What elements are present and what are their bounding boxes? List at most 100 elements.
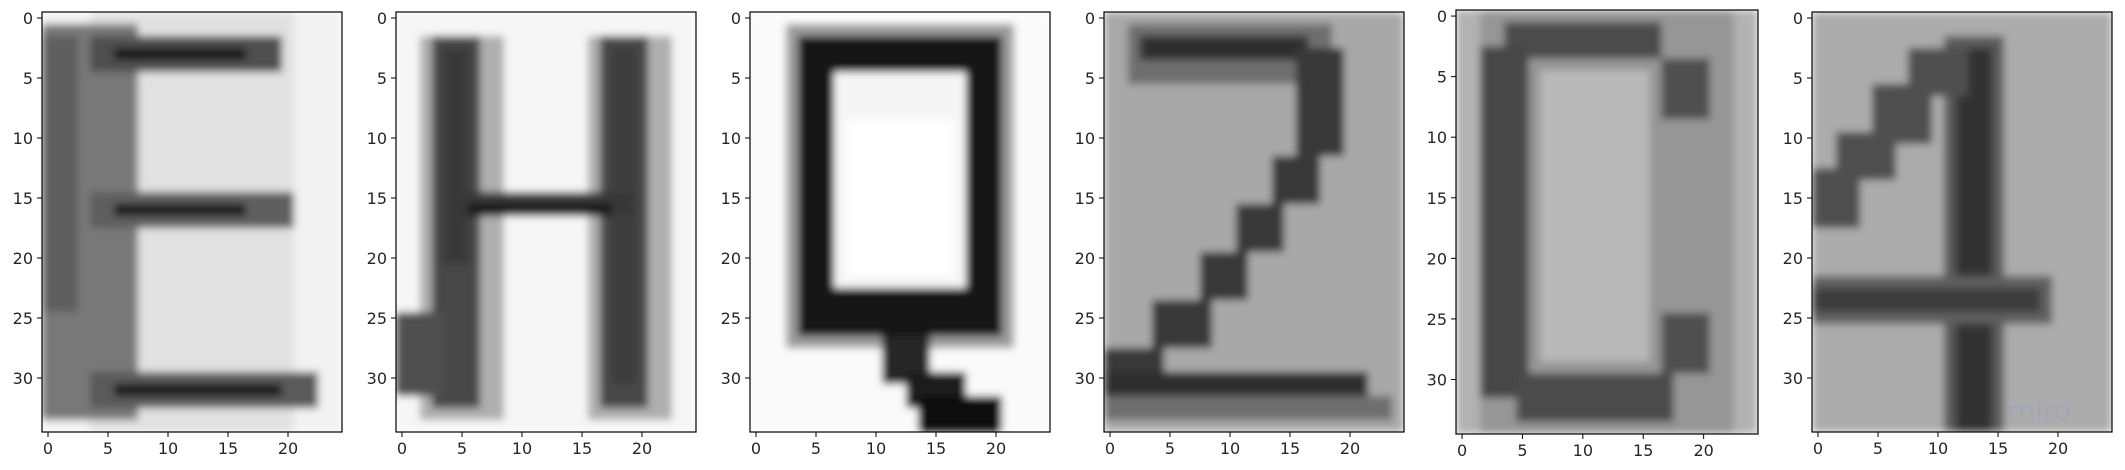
y-tick-label: 20 — [721, 249, 741, 268]
x-tick-label: 20 — [1693, 441, 1713, 460]
y-tick-label: 5 — [1793, 69, 1803, 88]
y-tick-label: 20 — [1783, 249, 1803, 268]
y-tick-label: 5 — [377, 69, 387, 88]
glyph-stroke — [396, 312, 444, 396]
x-tick-label: 10 — [512, 439, 532, 458]
glyph-stroke — [1540, 70, 1650, 362]
y-tick-label: 30 — [1075, 369, 1095, 388]
x-tick-label: 0 — [751, 439, 761, 458]
x-tick-label: 20 — [632, 439, 652, 458]
x-tick-label: 20 — [1340, 439, 1360, 458]
y-tick-label: 30 — [1783, 369, 1803, 388]
x-tick-label: 5 — [1873, 439, 1883, 458]
x-tick-label: 20 — [986, 439, 1006, 458]
y-tick-label: 5 — [23, 69, 33, 88]
y-tick-label: 20 — [1427, 249, 1447, 268]
x-tick-label: 0 — [1105, 439, 1115, 458]
axes-frame — [41, 11, 343, 433]
y-tick-label: 30 — [1427, 370, 1447, 389]
y-tick-label: 15 — [13, 189, 33, 208]
glyph-stroke — [1661, 58, 1710, 120]
glyph-stroke — [114, 204, 246, 216]
glyph-stroke — [444, 48, 468, 264]
glyph-stroke — [1140, 36, 1308, 60]
x-tick-label: 0 — [1813, 439, 1823, 458]
glyph-stroke — [114, 384, 282, 396]
y-tick-label: 0 — [377, 9, 387, 28]
glyph-stroke — [1236, 204, 1284, 252]
glyph-stroke — [1504, 22, 1662, 59]
y-tick-label: 0 — [1793, 9, 1803, 28]
glyph-stroke — [1296, 48, 1344, 156]
glyph-image — [1812, 12, 2112, 432]
glyph-stroke — [1661, 312, 1710, 374]
glyph-stroke — [1812, 168, 1860, 228]
y-tick-label: 25 — [1783, 309, 1803, 328]
x-tick-label: 10 — [866, 439, 886, 458]
y-tick-label: 15 — [721, 189, 741, 208]
y-tick-label: 10 — [721, 129, 741, 148]
glyph-stroke — [114, 48, 246, 60]
glyph-image — [1456, 10, 1758, 434]
y-tick-label: 15 — [1075, 189, 1095, 208]
glyph-image — [42, 12, 342, 432]
y-tick-label: 25 — [367, 309, 387, 328]
panel-1: 0 5 10 15 20 0 5 10 15 20 25 30 — [13, 9, 343, 458]
glyph-stroke — [918, 396, 1002, 432]
axes-frame — [749, 11, 1051, 433]
glyph-stroke — [846, 120, 954, 276]
x-tick-label: 10 — [1573, 441, 1593, 460]
panel-2: 0 5 10 15 20 0 5 10 15 20 25 30 — [367, 9, 697, 458]
watermark-text: miro — [2008, 394, 2071, 427]
y-tick-label: 5 — [1437, 68, 1447, 87]
glyph-image — [1104, 12, 1404, 432]
y-tick-label: 10 — [13, 129, 33, 148]
glyph-stroke — [1956, 48, 1992, 432]
x-tick-label: 0 — [397, 439, 407, 458]
y-tick-label: 15 — [367, 189, 387, 208]
axes-frame — [1103, 11, 1405, 433]
glyph-stroke — [42, 36, 78, 312]
y-tick-label: 25 — [1427, 310, 1447, 329]
y-tick-label: 0 — [1085, 9, 1095, 28]
y-tick-label: 5 — [1085, 69, 1095, 88]
glyph-stroke — [1152, 300, 1212, 348]
y-tick-label: 15 — [1783, 189, 1803, 208]
glyph-image — [396, 12, 696, 432]
y-tick-label: 20 — [1075, 249, 1095, 268]
y-tick-label: 5 — [731, 69, 741, 88]
x-tick-label: 15 — [572, 439, 592, 458]
x-tick-label: 10 — [158, 439, 178, 458]
x-tick-label: 15 — [218, 439, 238, 458]
panel-3: 0 5 10 15 20 0 5 10 15 20 25 30 — [721, 9, 1051, 458]
y-tick-label: 0 — [731, 9, 741, 28]
x-tick-label: 15 — [1280, 439, 1300, 458]
y-tick-label: 15 — [1427, 189, 1447, 208]
axes-frame — [395, 11, 697, 433]
y-tick-label: 25 — [13, 309, 33, 328]
y-tick-label: 30 — [13, 369, 33, 388]
x-tick-label: 5 — [811, 439, 821, 458]
glyph-stroke — [1200, 252, 1248, 300]
x-tick-label: 20 — [278, 439, 298, 458]
x-tick-label: 15 — [1633, 441, 1653, 460]
glyph-stroke — [468, 204, 612, 216]
y-tick-label: 0 — [23, 9, 33, 28]
x-tick-label: 20 — [2048, 439, 2068, 458]
x-tick-label: 5 — [1517, 441, 1527, 460]
panel-6: 0 5 10 15 20 0 5 10 15 20 25 30 — [1783, 9, 2113, 458]
glyph-image — [750, 12, 1050, 432]
x-tick-label: 0 — [43, 439, 53, 458]
y-tick-label: 30 — [721, 369, 741, 388]
glyph-stroke — [1480, 46, 1529, 398]
y-tick-label: 10 — [1427, 128, 1447, 147]
panel-5: 0 5 10 15 20 0 5 10 15 20 25 30 — [1427, 7, 1759, 460]
x-tick-label: 0 — [1457, 441, 1467, 460]
panels: 0 5 10 15 20 0 5 10 15 20 25 30 0 5 10 15 20 0 5 10 15 20 25 30… — [13, 7, 2113, 460]
y-tick-label: 25 — [1075, 309, 1095, 328]
glyph-stroke — [1516, 373, 1674, 422]
x-tick-label: 5 — [457, 439, 467, 458]
glyph-stroke — [1812, 288, 2040, 312]
